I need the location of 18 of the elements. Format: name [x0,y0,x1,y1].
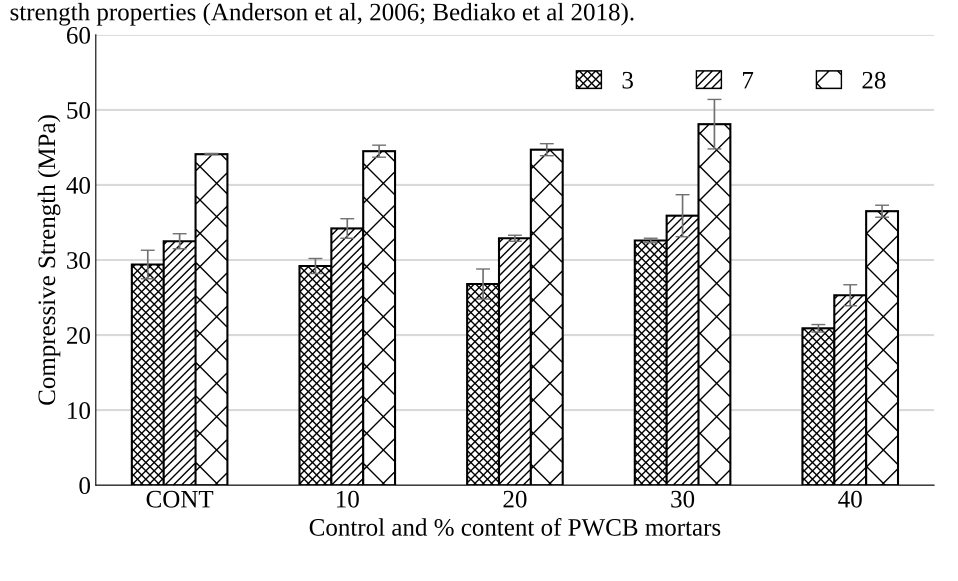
legend-label: 28 [862,72,886,89]
x-tick-label: 20 [504,490,526,508]
y-tick-label: 60 [67,26,90,44]
y-tick-label: 10 [68,402,90,420]
y-tick-label: 50 [67,102,90,119]
y-tick-label: 20 [67,327,90,344]
x-axis-title: Control and % content of PWCB mortars [310,518,720,536]
x-tick-label: CONT [146,490,214,508]
text: strength properties (Anderson et al, 2006; Bediako et al 2018). [10,2,634,26]
legend-label: 7 [743,72,754,88]
y-axis-title: Compressive Strength (MPa) [38,115,60,405]
x-tick-label: 40 [838,490,862,508]
y-tick-label: 40 [66,177,90,194]
legend-label: 3 [622,72,633,89]
x-tick-label: 10 [336,490,359,508]
y-tick-label: 30 [67,252,90,269]
y-tick-label: 0 [79,477,90,494]
x-tick-label: 30 [671,490,694,508]
